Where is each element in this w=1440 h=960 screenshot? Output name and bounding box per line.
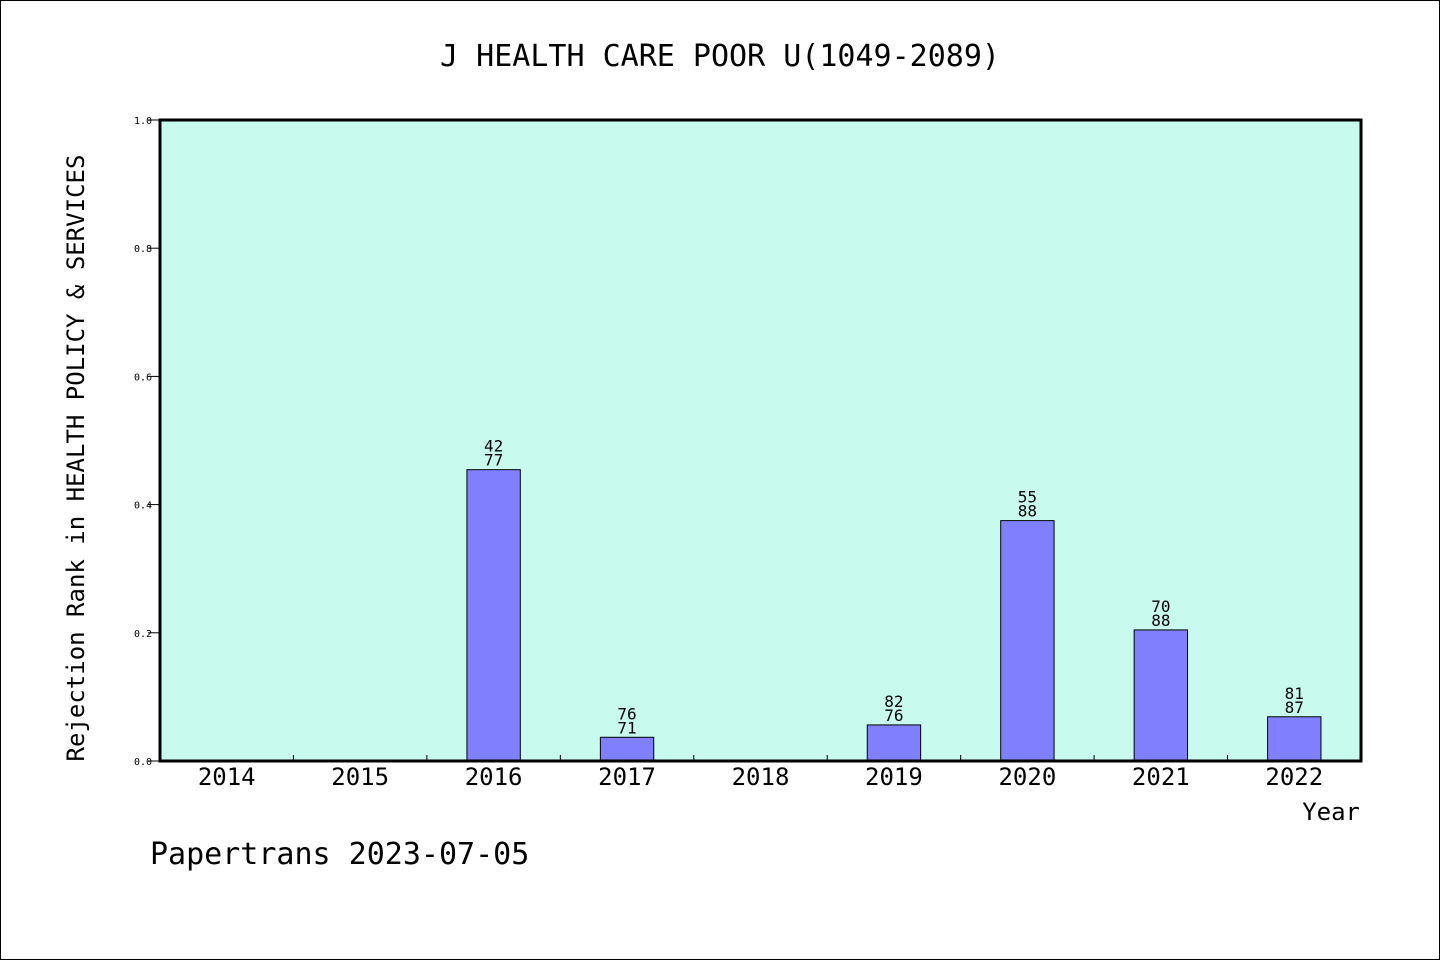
bar-2020 [1000, 520, 1055, 762]
y-axis-label: Rejection Rank in HEALTH POLICY & SERVIC… [62, 155, 90, 762]
y-tick-label: 0.2 [134, 629, 152, 640]
data-label-top: 55 [1018, 488, 1037, 507]
bar-2021 [1133, 629, 1189, 762]
chart-title: J HEALTH CARE POOR U(1049-2089) [440, 39, 1000, 74]
footer-credit: Papertrans 2023-07-05 [150, 837, 529, 872]
data-label-top: 42 [484, 437, 503, 456]
y-tick-label: 1.0 [134, 116, 152, 127]
data-label-bottom: 71 [617, 718, 636, 737]
x-tick-label: 2018 [732, 763, 790, 791]
bar-2022 [1267, 716, 1322, 762]
x-tick-label: 2019 [865, 763, 923, 791]
data-label-bottom: 88 [1018, 502, 1037, 521]
x-tick-label: 2021 [1132, 763, 1190, 791]
x-axis: 2014 2015 2016 2017 2018 2019 2020 2021 2022 [198, 755, 1323, 791]
x-axis-label: Year [1302, 798, 1360, 826]
x-tick-label: 2016 [465, 763, 523, 791]
data-label-top: 70 [1151, 597, 1170, 616]
y-tick-label: 0.0 [134, 757, 152, 768]
x-tick-label: 2017 [598, 763, 656, 791]
plot-frame [158, 118, 1363, 763]
y-tick-label: 0.4 [134, 501, 152, 512]
y-tick-label: 0.8 [134, 244, 152, 255]
bar-2019 [866, 724, 922, 762]
data-label-bottom: 88 [1151, 611, 1170, 630]
x-tick-label: 2020 [998, 763, 1056, 791]
data-label-top: 82 [884, 692, 903, 711]
y-axis: 0.0 0.2 0.4 0.6 0.8 1.0 [134, 116, 160, 768]
data-label-bottom: 76 [884, 706, 903, 725]
x-tick-label: 2015 [331, 763, 389, 791]
bar-series [466, 469, 1322, 762]
bar-2016 [466, 469, 521, 762]
data-label-top: 81 [1285, 684, 1304, 703]
bar-2017 [599, 736, 655, 762]
data-label-bottom: 87 [1285, 698, 1304, 717]
x-tick-label: 2014 [198, 763, 256, 791]
y-tick-label: 0.6 [134, 372, 152, 383]
data-label-top: 76 [617, 704, 636, 723]
x-tick-label: 2022 [1265, 763, 1323, 791]
data-label-bottom: 77 [484, 451, 503, 470]
